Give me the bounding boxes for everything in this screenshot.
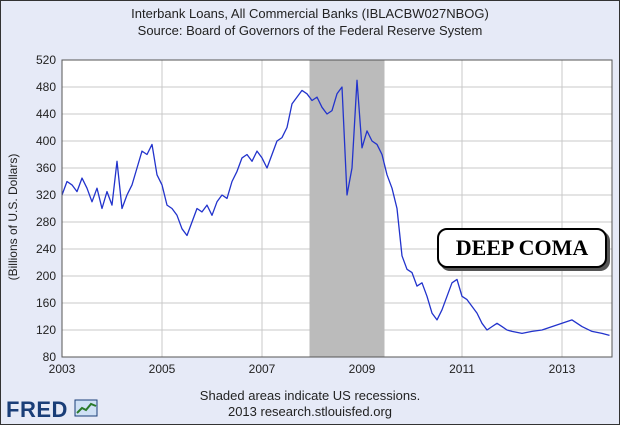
chart-subtitle: Source: Board of Governors of the Federa… bbox=[137, 23, 483, 38]
fred-logo: FRED bbox=[6, 397, 68, 422]
chart-title: Interbank Loans, All Commercial Banks (I… bbox=[131, 6, 489, 21]
y-tick-label: 360 bbox=[36, 161, 56, 175]
y-tick-label: 240 bbox=[36, 242, 56, 256]
x-tick-label: 2005 bbox=[149, 362, 176, 376]
x-tick-label: 2003 bbox=[49, 362, 76, 376]
fred-logo-icon bbox=[74, 399, 98, 417]
recession-shading-overlay bbox=[309, 60, 385, 357]
x-tick-label: 2007 bbox=[249, 362, 276, 376]
y-tick-label: 520 bbox=[36, 53, 56, 67]
y-tick-label: 80 bbox=[43, 350, 57, 364]
recession-note: Shaded areas indicate US recessions. bbox=[199, 388, 421, 403]
y-tick-label: 400 bbox=[36, 134, 56, 148]
source-url-note: 2013 research.stlouisfed.org bbox=[227, 404, 393, 419]
y-tick-label: 280 bbox=[36, 215, 56, 229]
y-tick-label: 440 bbox=[36, 107, 56, 121]
y-tick-label: 200 bbox=[36, 269, 56, 283]
series-line-0 bbox=[61, 79, 610, 337]
plot-border bbox=[61, 59, 613, 358]
deep-coma-annotation: DEEP COMA bbox=[437, 228, 607, 268]
x-tick-label: 2009 bbox=[349, 362, 376, 376]
x-tick-label: 2013 bbox=[549, 362, 576, 376]
y-tick-label: 160 bbox=[36, 296, 56, 310]
y-tick-label: 480 bbox=[36, 80, 56, 94]
x-tick-label: 2011 bbox=[449, 362, 475, 376]
y-tick-label: 320 bbox=[36, 188, 56, 202]
y-tick-label: 120 bbox=[36, 323, 56, 337]
